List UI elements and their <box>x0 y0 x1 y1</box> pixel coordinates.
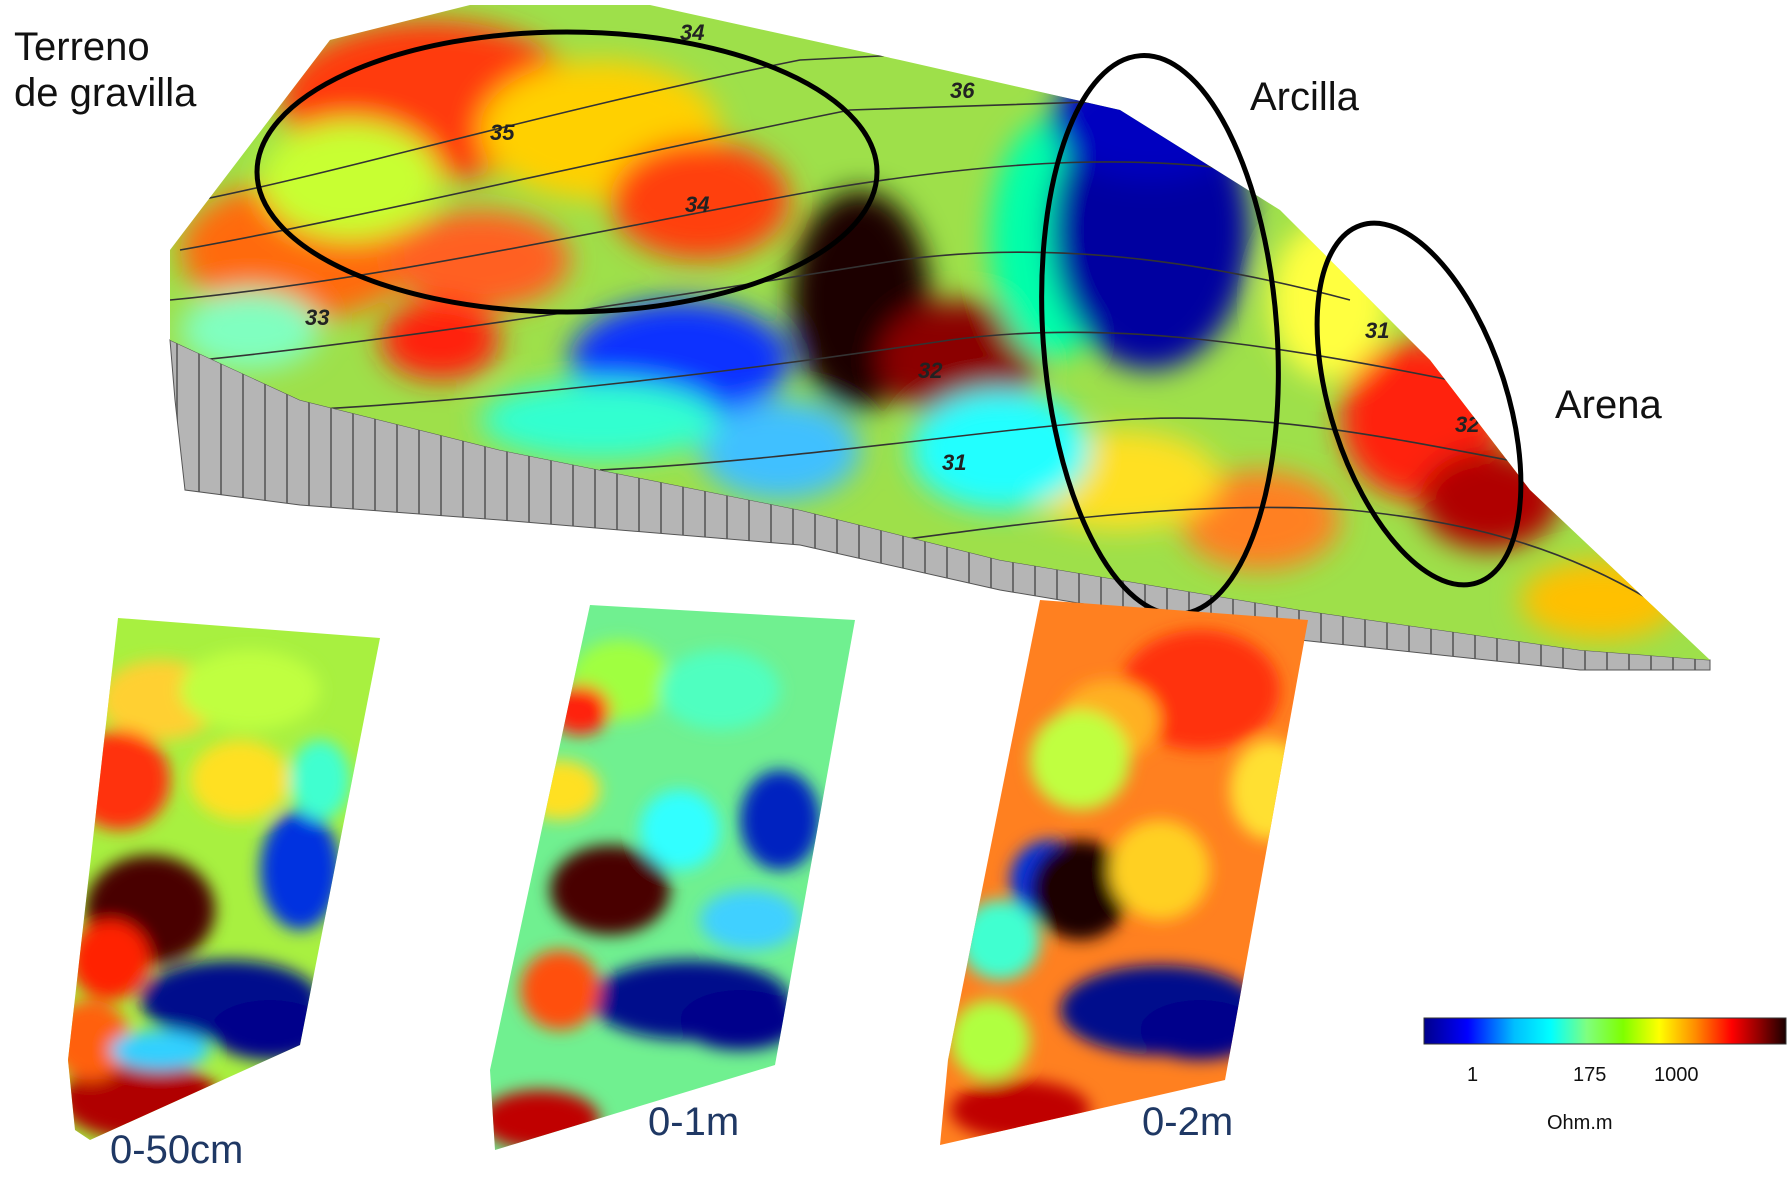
contour-label: 32 <box>918 358 943 383</box>
contour-label: 32 <box>1455 412 1480 437</box>
contour-label: 31 <box>1365 318 1389 343</box>
map-label-0-1m: 0-1m <box>648 1100 740 1144</box>
contour-label: 34 <box>685 192 709 217</box>
legend-tick-1: 1 <box>1467 1064 1479 1086</box>
gravel-zone-label: Terreno de gravilla <box>14 24 196 116</box>
map-label-0-2m: 0-2m <box>1142 1100 1234 1144</box>
legend-color-bar <box>1423 1017 1787 1045</box>
contour-label: 31 <box>942 450 966 475</box>
gravel-zone-label-line2: de gravilla <box>14 71 197 115</box>
contour-label: 35 <box>490 120 515 145</box>
gravel-zone-ellipse <box>254 29 880 315</box>
legend-tick-1000: 1000 <box>1654 1064 1699 1086</box>
map-0-50cm <box>68 618 380 1140</box>
map-0-1m <box>490 605 855 1150</box>
contour-label: 36 <box>950 78 975 103</box>
legend-tick-175: 175 <box>1573 1064 1607 1086</box>
gravel-zone-label-line1: Terreno <box>14 25 150 69</box>
contour-label: 33 <box>305 305 329 330</box>
legend-unit: Ohm.m <box>1547 1112 1613 1134</box>
surface-3d-map: 34 36 35 34 33 32 31 32 31 32 <box>170 5 1710 660</box>
sand-zone-label: Arena <box>1555 383 1662 427</box>
map-0-2m <box>940 600 1308 1145</box>
sand-zone-ellipse <box>1314 220 1524 588</box>
map-label-0-50cm: 0-50cm <box>110 1128 244 1172</box>
clay-zone-label: Arcilla <box>1250 75 1359 119</box>
